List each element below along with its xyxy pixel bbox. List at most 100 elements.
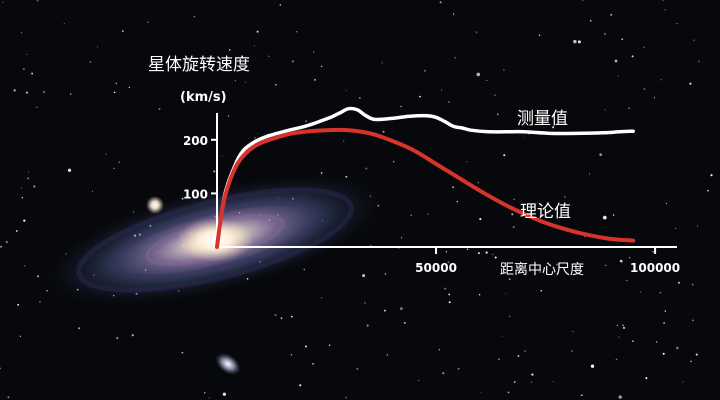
star (291, 60, 294, 63)
star (659, 291, 662, 294)
star (356, 367, 359, 370)
star (401, 237, 403, 239)
x-tick-label: 100000 (630, 261, 680, 275)
star (590, 364, 595, 368)
star (303, 268, 306, 271)
x-tick-label: 50000 (415, 261, 457, 275)
star (358, 96, 361, 99)
star (492, 253, 494, 256)
star (539, 271, 541, 273)
star (538, 34, 541, 36)
star (448, 293, 451, 296)
star (675, 346, 679, 350)
star (540, 289, 543, 292)
axis-ticks: 50000 100000 100 200 (183, 134, 680, 275)
star (564, 195, 566, 198)
star (572, 330, 574, 333)
star (631, 55, 634, 58)
star (623, 326, 625, 329)
star (105, 153, 107, 155)
star (588, 173, 591, 175)
star (363, 301, 366, 304)
star (581, 0, 584, 1)
star (599, 153, 603, 157)
star (23, 219, 26, 222)
star (221, 155, 223, 157)
star (619, 259, 623, 263)
star (589, 20, 592, 22)
star (234, 80, 236, 82)
star (228, 49, 231, 51)
star (621, 38, 623, 41)
star (0, 367, 1, 369)
star (365, 167, 368, 170)
star (656, 341, 658, 343)
star (457, 367, 460, 370)
star (204, 392, 206, 394)
star (42, 91, 46, 94)
star (466, 161, 468, 163)
star (580, 394, 583, 397)
star (403, 322, 406, 324)
star (328, 344, 331, 347)
star (418, 379, 420, 381)
star (507, 391, 510, 394)
star (602, 215, 607, 220)
galaxy-illustration (44, 174, 386, 306)
star (392, 160, 395, 163)
star (610, 13, 613, 16)
star (696, 225, 699, 227)
star (691, 283, 694, 286)
star (577, 40, 581, 44)
star (447, 261, 450, 264)
star (384, 273, 387, 275)
star (445, 251, 448, 253)
star (503, 69, 505, 71)
star (509, 315, 511, 317)
star (158, 107, 161, 110)
star (21, 196, 24, 199)
star (605, 264, 607, 267)
star (382, 130, 385, 133)
star (128, 86, 131, 89)
satellite-galaxy (215, 353, 241, 375)
star (662, 352, 665, 355)
star (475, 31, 478, 34)
star (530, 381, 533, 383)
star (632, 340, 634, 342)
star (524, 350, 526, 352)
star (573, 39, 577, 44)
star (616, 324, 619, 327)
star (131, 334, 134, 337)
star (440, 89, 443, 91)
star (15, 230, 18, 232)
star (663, 322, 665, 324)
star (604, 33, 606, 35)
star (366, 324, 369, 327)
star (707, 189, 709, 192)
star (662, 0, 664, 2)
y-tick-label: 200 (183, 134, 208, 148)
star (275, 84, 277, 86)
star (19, 335, 22, 337)
star (198, 141, 201, 144)
star (256, 30, 259, 33)
star (584, 236, 586, 238)
star (96, 46, 99, 48)
star (147, 21, 149, 23)
star (295, 31, 298, 33)
star (7, 396, 10, 399)
star (113, 91, 116, 94)
star (13, 89, 16, 92)
star (244, 81, 246, 84)
star (67, 168, 72, 172)
star (639, 291, 642, 293)
star (17, 303, 20, 306)
star (693, 39, 695, 41)
star (513, 381, 516, 383)
y-tick-label: 100 (183, 187, 208, 201)
star (27, 177, 30, 180)
star (280, 317, 283, 320)
star (698, 60, 700, 63)
